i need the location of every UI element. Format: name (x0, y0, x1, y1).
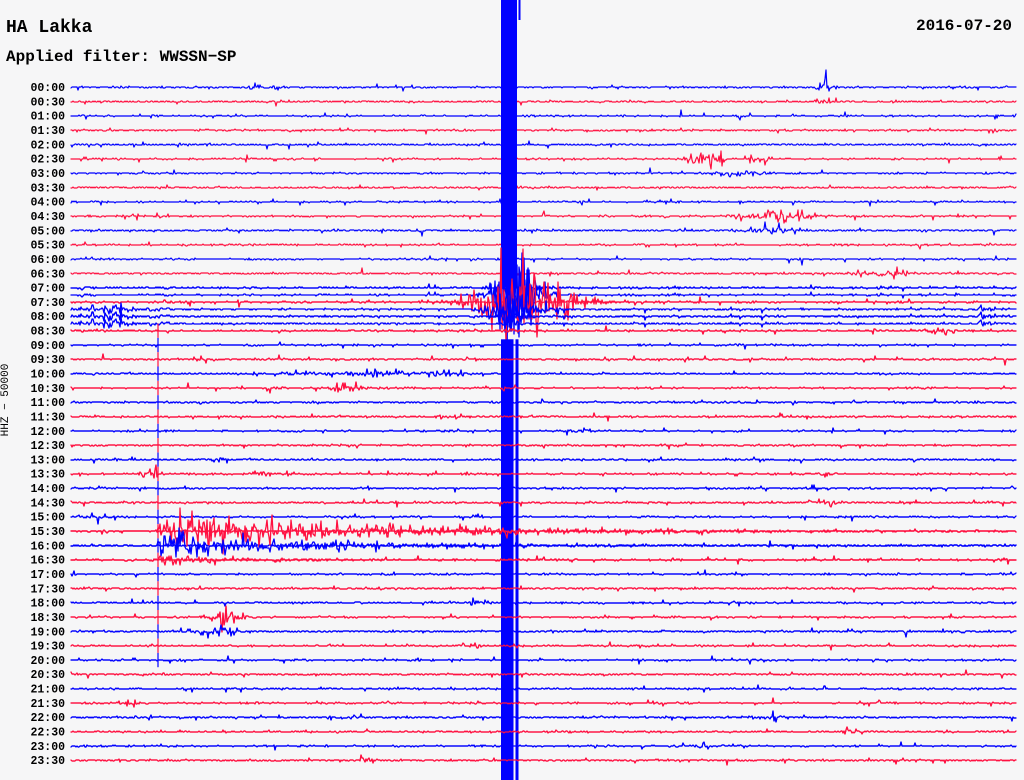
svg-text:01:00: 01:00 (30, 111, 65, 124)
svg-text:23:30: 23:30 (30, 755, 65, 768)
svg-text:09:30: 09:30 (30, 354, 65, 367)
svg-text:03:00: 03:00 (30, 168, 65, 181)
svg-text:06:30: 06:30 (30, 268, 65, 281)
svg-text:02:00: 02:00 (30, 139, 65, 152)
svg-text:16:30: 16:30 (30, 555, 65, 568)
svg-text:23:00: 23:00 (30, 741, 65, 754)
svg-text:17:30: 17:30 (30, 583, 65, 596)
svg-text:08:30: 08:30 (30, 326, 65, 339)
svg-text:07:30: 07:30 (30, 297, 65, 310)
svg-text:11:00: 11:00 (30, 397, 65, 410)
svg-text:13:00: 13:00 (30, 454, 65, 467)
svg-text:16:00: 16:00 (30, 540, 65, 553)
svg-text:21:00: 21:00 (30, 684, 65, 697)
svg-text:10:30: 10:30 (30, 383, 65, 396)
svg-text:02:30: 02:30 (30, 154, 65, 167)
svg-text:19:30: 19:30 (30, 641, 65, 654)
svg-text:05:00: 05:00 (30, 225, 65, 238)
svg-text:15:30: 15:30 (30, 526, 65, 539)
svg-text:08:00: 08:00 (30, 311, 65, 324)
svg-text:00:30: 00:30 (30, 96, 65, 109)
svg-text:01:30: 01:30 (30, 125, 65, 138)
svg-text:07:00: 07:00 (30, 283, 65, 296)
svg-text:19:00: 19:00 (30, 626, 65, 639)
svg-text:04:00: 04:00 (30, 197, 65, 210)
svg-text:12:30: 12:30 (30, 440, 65, 453)
svg-text:18:00: 18:00 (30, 598, 65, 611)
svg-text:20:30: 20:30 (30, 669, 65, 682)
svg-text:09:00: 09:00 (30, 340, 65, 353)
svg-text:13:30: 13:30 (30, 469, 65, 482)
svg-text:04:30: 04:30 (30, 211, 65, 224)
svg-text:11:30: 11:30 (30, 412, 65, 425)
svg-text:06:00: 06:00 (30, 254, 65, 267)
svg-text:17:00: 17:00 (30, 569, 65, 582)
svg-text:05:30: 05:30 (30, 240, 65, 253)
svg-text:00:00: 00:00 (30, 82, 65, 95)
svg-text:22:30: 22:30 (30, 727, 65, 740)
svg-text:22:00: 22:00 (30, 712, 65, 725)
svg-text:20:00: 20:00 (30, 655, 65, 668)
svg-text:03:30: 03:30 (30, 182, 65, 195)
svg-text:14:00: 14:00 (30, 483, 65, 496)
svg-text:21:30: 21:30 (30, 698, 65, 711)
svg-text:18:30: 18:30 (30, 612, 65, 625)
svg-text:15:00: 15:00 (30, 512, 65, 525)
svg-text:10:00: 10:00 (30, 369, 65, 382)
svg-text:14:30: 14:30 (30, 497, 65, 510)
svg-text:12:00: 12:00 (30, 426, 65, 439)
